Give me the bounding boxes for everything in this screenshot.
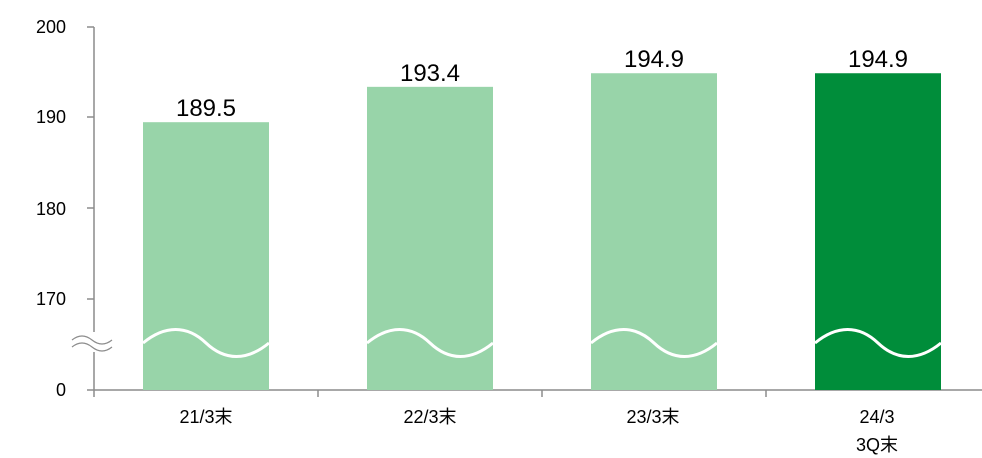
x-tick-marks <box>93 390 767 397</box>
y-tick-label: 200 <box>36 17 66 37</box>
category-label: 22/3末 <box>403 407 456 427</box>
bar <box>591 73 717 391</box>
y-tick-label: 170 <box>36 289 66 309</box>
y-tick-labels: 200 190 180 170 0 <box>36 17 66 400</box>
data-label: 189.5 <box>176 95 236 122</box>
y-tick-label: 190 <box>36 107 66 127</box>
axis-break-wave <box>142 328 270 358</box>
y-tick-marks <box>87 26 94 391</box>
data-label: 194.9 <box>848 46 908 73</box>
axis-break-icon <box>71 332 113 352</box>
axis-break-wave <box>814 328 942 358</box>
y-tick-label: 180 <box>36 199 66 219</box>
bar <box>143 122 269 390</box>
axis-break-wave <box>366 328 494 358</box>
axis-break-wave <box>590 328 718 358</box>
category-label-line2: 3Q末 <box>856 435 898 455</box>
bar <box>815 73 941 391</box>
category-label: 23/3末 <box>626 407 679 427</box>
data-label: 193.4 <box>400 60 460 87</box>
category-labels: 21/3末 22/3末 23/3末 24/3 3Q末 <box>179 407 898 455</box>
data-labels-group: 189.5 193.4 194.9 194.9 <box>176 46 908 122</box>
break-waves-group <box>142 328 942 358</box>
category-label: 21/3末 <box>179 407 232 427</box>
bar <box>367 86 493 390</box>
bars-group <box>143 73 941 391</box>
y-tick-label: 0 <box>56 380 66 400</box>
data-label: 194.9 <box>624 46 684 73</box>
category-label: 24/3 <box>859 407 894 427</box>
